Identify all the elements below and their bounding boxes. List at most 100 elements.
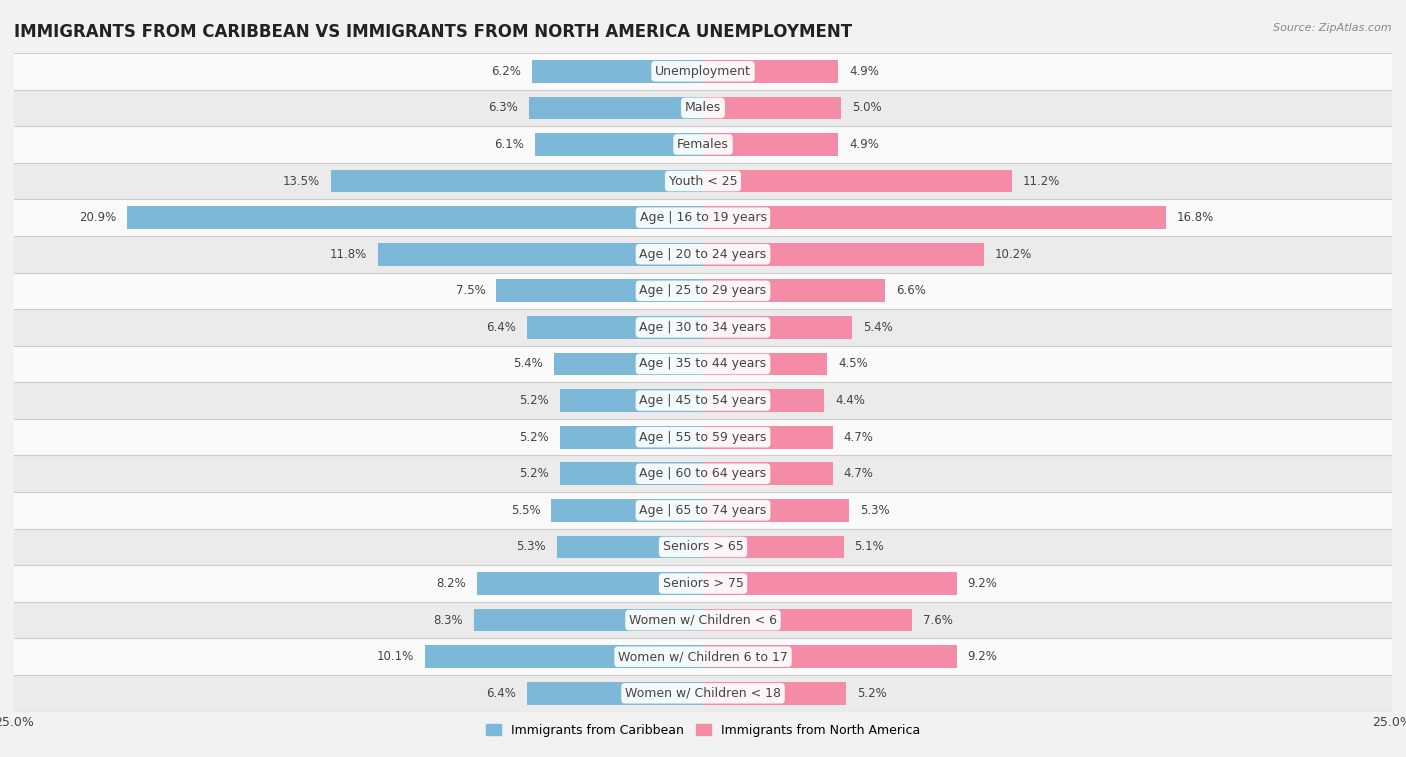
Text: Males: Males xyxy=(685,101,721,114)
Bar xyxy=(14,565,1392,602)
Text: 5.5%: 5.5% xyxy=(510,504,540,517)
Bar xyxy=(527,682,703,705)
Bar xyxy=(703,572,956,595)
Bar xyxy=(14,163,1392,199)
Text: 6.4%: 6.4% xyxy=(485,687,516,699)
Bar xyxy=(14,638,1392,675)
Text: 6.4%: 6.4% xyxy=(485,321,516,334)
Text: 4.9%: 4.9% xyxy=(849,65,879,78)
Bar xyxy=(703,97,841,119)
Text: 5.4%: 5.4% xyxy=(513,357,543,370)
Text: 9.2%: 9.2% xyxy=(967,650,997,663)
Bar xyxy=(477,572,703,595)
Bar xyxy=(703,682,846,705)
Text: 4.7%: 4.7% xyxy=(844,467,873,480)
Bar xyxy=(14,309,1392,346)
Text: Seniors > 75: Seniors > 75 xyxy=(662,577,744,590)
Text: 7.6%: 7.6% xyxy=(924,614,953,627)
Text: 5.1%: 5.1% xyxy=(855,540,884,553)
Bar xyxy=(14,382,1392,419)
Text: 5.2%: 5.2% xyxy=(519,431,548,444)
Bar xyxy=(703,646,956,668)
Text: 10.2%: 10.2% xyxy=(995,248,1032,260)
Bar xyxy=(703,279,884,302)
Legend: Immigrants from Caribbean, Immigrants from North America: Immigrants from Caribbean, Immigrants fr… xyxy=(481,718,925,742)
Text: IMMIGRANTS FROM CARIBBEAN VS IMMIGRANTS FROM NORTH AMERICA UNEMPLOYMENT: IMMIGRANTS FROM CARIBBEAN VS IMMIGRANTS … xyxy=(14,23,852,41)
Bar xyxy=(554,353,703,375)
Bar xyxy=(703,499,849,522)
Text: 6.2%: 6.2% xyxy=(491,65,522,78)
Bar xyxy=(425,646,703,668)
Bar xyxy=(530,97,703,119)
Text: Youth < 25: Youth < 25 xyxy=(669,175,737,188)
Bar xyxy=(703,463,832,485)
Bar xyxy=(330,170,703,192)
Text: 8.3%: 8.3% xyxy=(433,614,463,627)
Bar xyxy=(14,528,1392,565)
Bar xyxy=(703,536,844,558)
Text: 5.0%: 5.0% xyxy=(852,101,882,114)
Bar xyxy=(703,316,852,338)
Text: 4.9%: 4.9% xyxy=(849,138,879,151)
Text: Age | 60 to 64 years: Age | 60 to 64 years xyxy=(640,467,766,480)
Text: Age | 65 to 74 years: Age | 65 to 74 years xyxy=(640,504,766,517)
Bar xyxy=(531,60,703,83)
Bar xyxy=(14,273,1392,309)
Bar xyxy=(127,207,703,229)
Text: 5.2%: 5.2% xyxy=(519,394,548,407)
Bar xyxy=(703,243,984,266)
Bar xyxy=(703,609,912,631)
Bar xyxy=(14,419,1392,456)
Bar xyxy=(557,536,703,558)
Bar xyxy=(14,53,1392,89)
Text: Women w/ Children < 6: Women w/ Children < 6 xyxy=(628,614,778,627)
Text: Age | 35 to 44 years: Age | 35 to 44 years xyxy=(640,357,766,370)
Text: 4.4%: 4.4% xyxy=(835,394,865,407)
Bar xyxy=(527,316,703,338)
Text: 5.4%: 5.4% xyxy=(863,321,893,334)
Bar xyxy=(703,133,838,156)
Bar xyxy=(14,492,1392,528)
Bar xyxy=(14,602,1392,638)
Bar xyxy=(14,675,1392,712)
Bar xyxy=(560,463,703,485)
Text: Age | 30 to 34 years: Age | 30 to 34 years xyxy=(640,321,766,334)
Text: 7.5%: 7.5% xyxy=(456,285,485,298)
Text: 5.3%: 5.3% xyxy=(860,504,890,517)
Bar xyxy=(14,126,1392,163)
Bar xyxy=(703,170,1012,192)
Text: 6.1%: 6.1% xyxy=(494,138,524,151)
Text: 16.8%: 16.8% xyxy=(1177,211,1215,224)
Text: 13.5%: 13.5% xyxy=(283,175,321,188)
Text: Age | 16 to 19 years: Age | 16 to 19 years xyxy=(640,211,766,224)
Text: 11.2%: 11.2% xyxy=(1022,175,1060,188)
Text: 6.3%: 6.3% xyxy=(489,101,519,114)
Bar xyxy=(703,426,832,448)
Bar xyxy=(534,133,703,156)
Bar xyxy=(14,456,1392,492)
Text: 4.7%: 4.7% xyxy=(844,431,873,444)
Bar xyxy=(14,346,1392,382)
Bar xyxy=(14,89,1392,126)
Text: Women w/ Children 6 to 17: Women w/ Children 6 to 17 xyxy=(619,650,787,663)
Text: 20.9%: 20.9% xyxy=(79,211,117,224)
Text: Source: ZipAtlas.com: Source: ZipAtlas.com xyxy=(1274,23,1392,33)
Text: 5.3%: 5.3% xyxy=(516,540,546,553)
Bar xyxy=(560,426,703,448)
Bar xyxy=(14,199,1392,236)
Bar xyxy=(703,60,838,83)
Bar xyxy=(560,389,703,412)
Text: Age | 55 to 59 years: Age | 55 to 59 years xyxy=(640,431,766,444)
Bar xyxy=(474,609,703,631)
Bar xyxy=(551,499,703,522)
Bar xyxy=(496,279,703,302)
Bar xyxy=(14,236,1392,273)
Bar xyxy=(703,353,827,375)
Text: 4.5%: 4.5% xyxy=(838,357,868,370)
Bar xyxy=(703,207,1166,229)
Text: Unemployment: Unemployment xyxy=(655,65,751,78)
Bar xyxy=(703,389,824,412)
Text: 6.6%: 6.6% xyxy=(896,285,925,298)
Text: Seniors > 65: Seniors > 65 xyxy=(662,540,744,553)
Text: Age | 20 to 24 years: Age | 20 to 24 years xyxy=(640,248,766,260)
